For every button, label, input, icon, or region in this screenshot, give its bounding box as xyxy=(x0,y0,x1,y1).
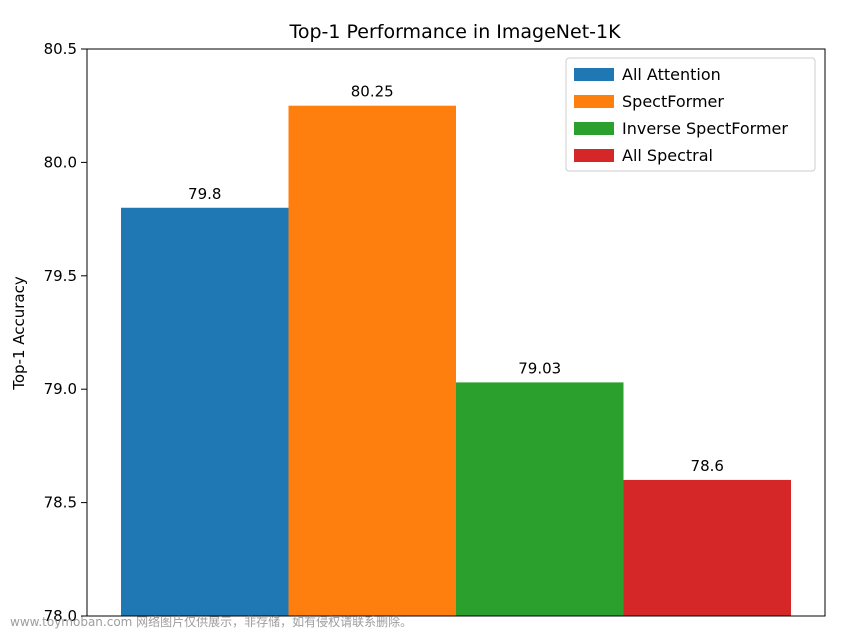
bar-value-label: 79.03 xyxy=(518,359,561,377)
legend: All Attention SpectFormer Inverse SpectFor… xyxy=(565,57,816,172)
legend-swatch xyxy=(574,122,614,135)
bar-inverse-spectformer xyxy=(456,382,624,616)
bar-labels-layer: 79.8 80.25 79.03 78.6 xyxy=(188,83,724,475)
legend-swatch xyxy=(574,149,614,162)
bar-value-label: 78.6 xyxy=(691,457,724,475)
y-tick-label: 79.0 xyxy=(44,380,77,398)
watermark-text: www.toymoban.com 网络图片仅供展示，非存储，如有侵权请联系删除。 xyxy=(10,615,413,629)
bar-value-label: 80.25 xyxy=(351,83,394,101)
y-tick-label: 80.5 xyxy=(44,40,77,58)
legend-swatch xyxy=(574,95,614,108)
y-tick-label: 78.5 xyxy=(44,494,77,512)
bar-value-label: 79.8 xyxy=(188,185,221,203)
bar-all-attention xyxy=(121,207,289,616)
legend-entry-label: All Spectral xyxy=(622,146,713,165)
y-tick-label: 79.5 xyxy=(44,267,77,285)
chart-title: Top-1 Performance in ImageNet-1K xyxy=(288,21,621,43)
legend-entry-label: All Attention xyxy=(622,65,721,84)
legend-box xyxy=(565,57,816,172)
y-tick-label: 78.0 xyxy=(44,607,77,625)
bar-all-spectral xyxy=(623,479,791,616)
plot-frame xyxy=(86,48,826,617)
bar-spectformer xyxy=(288,105,456,616)
legend-entry-label: SpectFormer xyxy=(622,92,724,111)
bars-layer xyxy=(121,105,791,616)
y-tick-label: 80.0 xyxy=(44,153,77,171)
legend-swatch xyxy=(574,68,614,81)
legend-entry-label: Inverse SpectFormer xyxy=(622,119,788,138)
y-axis: 78.0 78.5 79.0 79.5 80.0 80.5 xyxy=(44,40,87,625)
y-axis-label: Top-1 Accuracy xyxy=(10,276,28,391)
